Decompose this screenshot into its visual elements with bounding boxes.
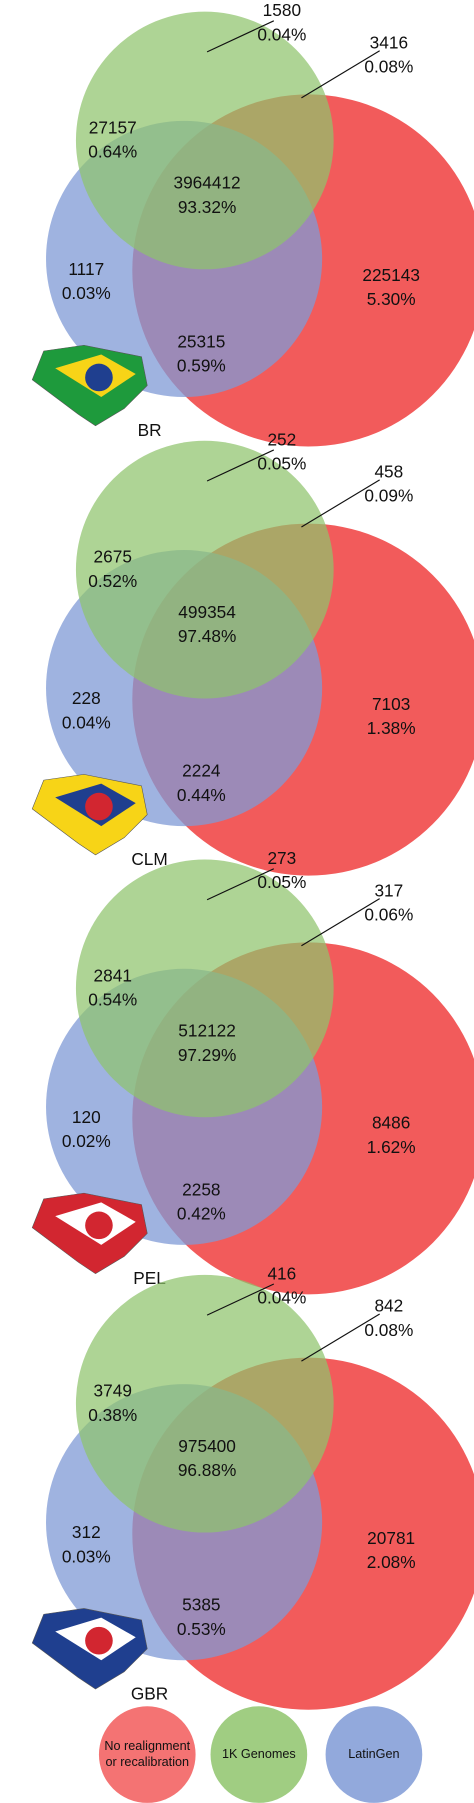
region-percent: 0.59% — [177, 356, 226, 376]
region-percent: 0.42% — [177, 1204, 226, 1224]
region-percent: 0.08% — [364, 1320, 413, 1340]
venn-panel: BR 1580 0.04% 3416 0.08% 27157 0.64% 3964412 93.… — [31, 0, 474, 447]
circle-1k-genomes — [75, 859, 334, 1118]
region-count: 273 — [267, 848, 296, 868]
region-count: 225143 — [362, 265, 420, 285]
flag-emblem — [85, 1211, 113, 1240]
region-percent: 0.04% — [257, 24, 306, 44]
legend-label: LatinGen — [348, 1747, 399, 1761]
leader-line — [206, 20, 275, 53]
venn-panel: CLM 252 0.05% 458 0.09% 2675 0.52% 499354 97.48%… — [31, 429, 474, 876]
flag — [31, 774, 148, 856]
legend-swatch — [325, 1706, 423, 1803]
leader-line — [301, 479, 380, 528]
region-percent: 0.04% — [62, 712, 111, 732]
region-percent: 0.52% — [88, 571, 137, 591]
region-percent: 97.48% — [178, 626, 237, 646]
flag — [31, 344, 148, 427]
leader-line — [301, 50, 380, 99]
circle-1k-genomes — [75, 11, 334, 270]
leader-line — [206, 868, 275, 901]
panel-label: PEL — [133, 1268, 166, 1288]
region-count: 20781 — [367, 1528, 415, 1548]
legend-swatch — [98, 1706, 196, 1803]
venn-panel: PEL 273 0.05% 317 0.06% 2841 0.54% 512122 97.29%… — [31, 848, 474, 1295]
legend-label: 1K Genomes — [222, 1747, 296, 1761]
region-percent: 97.29% — [178, 1045, 237, 1065]
flag — [31, 1192, 148, 1275]
region-count: 512122 — [178, 1021, 236, 1041]
region-count: 2224 — [182, 761, 221, 781]
region-count: 27157 — [89, 118, 137, 138]
region-count: 5385 — [182, 1595, 220, 1615]
legend-label: or recalibration — [105, 1755, 189, 1769]
region-percent: 1.62% — [367, 1137, 416, 1157]
region-count: 120 — [72, 1107, 101, 1127]
legend-swatch — [210, 1706, 308, 1803]
region-count: 317 — [374, 880, 403, 900]
region-count: 312 — [72, 1522, 101, 1542]
region-percent: 0.08% — [364, 57, 413, 77]
region-percent: 5.30% — [367, 289, 416, 309]
region-percent: 2.08% — [367, 1552, 416, 1572]
region-count: 25315 — [177, 332, 225, 352]
circle-1k-genomes — [75, 440, 334, 699]
region-percent: 0.44% — [177, 785, 226, 805]
region-count: 7103 — [372, 694, 410, 714]
region-percent: 0.09% — [364, 486, 413, 506]
region-count: 8486 — [372, 1113, 410, 1133]
venn-panel: GBR 416 0.04% 842 0.08% 3749 0.38% 975400 96.88%… — [31, 1263, 474, 1710]
flag-emblem — [85, 1626, 113, 1655]
flag — [31, 1608, 148, 1690]
region-count: 416 — [267, 1263, 296, 1283]
region-count: 842 — [374, 1296, 403, 1316]
region-count: 3749 — [94, 1381, 132, 1401]
region-count: 2258 — [182, 1179, 220, 1199]
region-count: 2675 — [94, 547, 132, 567]
region-percent: 96.88% — [178, 1460, 237, 1480]
region-percent: 93.32% — [178, 197, 237, 217]
leader-line — [206, 449, 275, 482]
region-count: 499354 — [178, 602, 236, 622]
region-percent: 0.05% — [257, 453, 306, 473]
panel-label: BR — [138, 420, 162, 440]
region-percent: 0.05% — [257, 872, 306, 892]
region-count: 1117 — [68, 259, 104, 279]
region-count: 458 — [374, 462, 403, 482]
region-count: 3964412 — [174, 173, 241, 193]
region-percent: 0.38% — [88, 1405, 137, 1425]
region-percent: 0.53% — [177, 1619, 226, 1639]
panel-label: CLM — [131, 849, 167, 869]
region-count: 1580 — [263, 0, 301, 20]
region-count: 975400 — [178, 1436, 236, 1456]
region-count: 252 — [267, 429, 296, 449]
leader-line — [301, 1313, 380, 1362]
region-percent: 0.54% — [88, 990, 137, 1010]
leader-line — [206, 1283, 275, 1316]
region-count: 228 — [72, 688, 101, 708]
region-percent: 1.38% — [367, 718, 416, 738]
region-count: 2841 — [94, 965, 132, 985]
region-count: 3416 — [370, 32, 408, 52]
flag-emblem — [85, 792, 113, 821]
flag-emblem — [85, 363, 113, 392]
leader-line — [301, 898, 380, 947]
region-percent: 0.03% — [62, 1546, 111, 1566]
legend-label: No realignment — [104, 1739, 190, 1753]
region-percent: 0.04% — [257, 1288, 306, 1308]
circle-1k-genomes — [75, 1274, 334, 1533]
region-percent: 0.64% — [88, 142, 137, 162]
region-percent: 0.02% — [62, 1131, 111, 1151]
region-percent: 0.06% — [364, 904, 413, 924]
panel-label: GBR — [131, 1683, 168, 1703]
region-percent: 0.03% — [62, 283, 111, 303]
